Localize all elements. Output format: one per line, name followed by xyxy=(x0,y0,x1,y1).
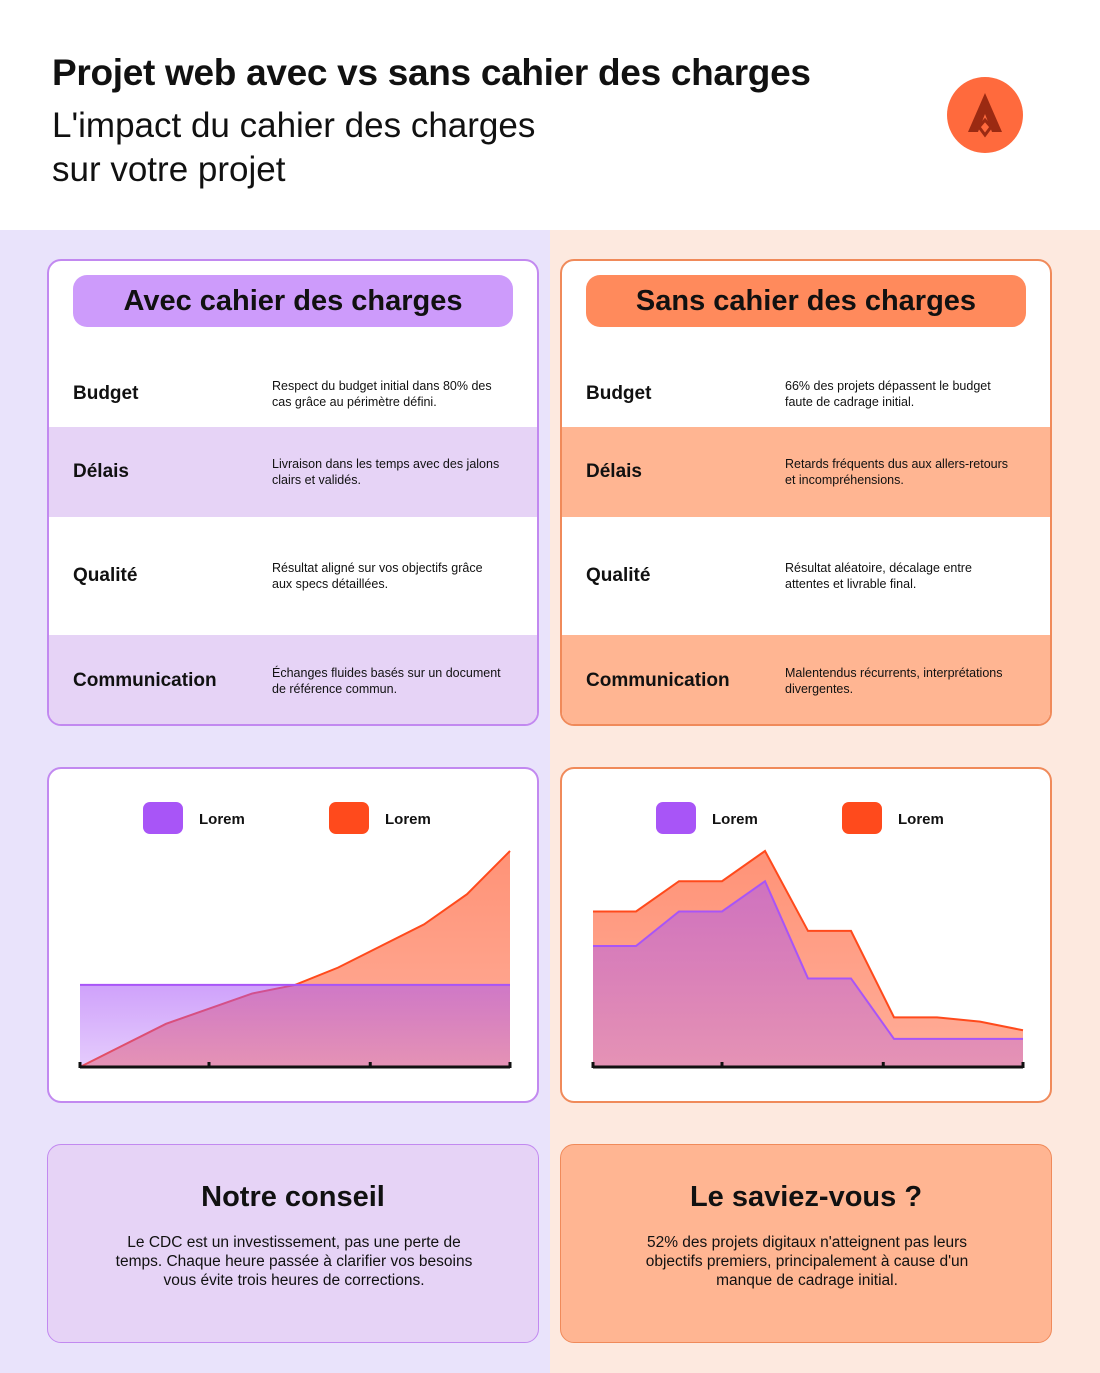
row-text: Respect du budget initial dans 80% des c… xyxy=(272,379,492,409)
page-title: Projet web avec vs sans cahier des charg… xyxy=(52,52,811,93)
without-spec-heading: Sans cahier des charges xyxy=(586,275,1026,327)
with-spec-area-chart: Lorem Lorem xyxy=(78,802,512,1069)
did-you-know-text: 52% des projets digitaux n'atteignent pa… xyxy=(645,1234,969,1289)
row-text: Résultat aléatoire, décalage entre atten… xyxy=(785,561,972,591)
legend-swatch xyxy=(656,802,696,834)
series-area-0 xyxy=(593,881,1023,1067)
row-label: Communication xyxy=(586,669,730,691)
table-row: Délais Retards fréquents dus aux allers-… xyxy=(562,427,1050,517)
row-text: Malentendus récurrents, interprétations … xyxy=(785,665,1003,696)
table-row: Budget 66% des projets dépassent le budg… xyxy=(562,361,1050,427)
did-you-know-card: Le saviez-vous ? 52% des projets digitau… xyxy=(560,1144,1052,1343)
table-row: Délais Livraison dans les temps avec des… xyxy=(49,427,537,517)
legend-swatch xyxy=(329,802,369,834)
row-text: Livraison dans les temps avec des jalons… xyxy=(272,457,500,487)
legend-label: Lorem xyxy=(199,811,245,828)
table-row: Communication Malentendus récurrents, in… xyxy=(562,635,1050,724)
with-spec-card: Avec cahier des charges Budget Respect d… xyxy=(47,259,539,726)
row-label: Délais xyxy=(73,461,129,482)
without-spec-card: Sans cahier des charges Budget 66% des p… xyxy=(560,259,1052,726)
legend-label: Lorem xyxy=(712,811,758,828)
legend-label: Lorem xyxy=(385,811,431,828)
legend-label: Lorem xyxy=(898,811,944,828)
advice-card: Notre conseil Le CDC est un investisseme… xyxy=(47,1144,539,1343)
with-spec-chart-card: Lorem Lorem xyxy=(47,767,539,1103)
without-spec-area-chart: Lorem Lorem xyxy=(591,802,1025,1069)
advice-text: Le CDC est un investissement, pas une pe… xyxy=(115,1234,473,1289)
header: Projet web avec vs sans cahier des charg… xyxy=(0,0,1100,230)
row-label: Budget xyxy=(586,383,652,404)
row-text: Résultat aligné sur vos objectifs grâce … xyxy=(272,561,483,591)
series-area-0 xyxy=(80,984,510,1067)
table-row: Communication Échanges fluides basés sur… xyxy=(49,635,537,724)
with-spec-heading: Avec cahier des charges xyxy=(73,275,513,327)
table-row: Budget Respect du budget initial dans 80… xyxy=(49,361,537,427)
row-text: Retards fréquents dus aux allers-retours… xyxy=(785,457,1009,487)
a-logo-icon xyxy=(947,77,1023,153)
without-spec-chart-card: Lorem Lorem xyxy=(560,767,1052,1103)
row-label: Délais xyxy=(586,461,642,482)
series-line-1 xyxy=(593,849,1024,1032)
legend-swatch xyxy=(842,802,882,834)
row-text: 66% des projets dépassent le budget faut… xyxy=(785,379,991,409)
row-label: Communication xyxy=(73,669,217,691)
row-label: Budget xyxy=(73,383,139,404)
table-row: Qualité Résultat aléatoire, décalage ent… xyxy=(562,517,1050,635)
advice-title: Notre conseil xyxy=(201,1181,385,1213)
table-row: Qualité Résultat aligné sur vos objectif… xyxy=(49,517,537,635)
page-subtitle: L'impact du cahier des charges sur votre… xyxy=(52,106,536,189)
did-you-know-title: Le saviez-vous ? xyxy=(689,1181,923,1213)
row-label: Qualité xyxy=(73,565,138,586)
legend-swatch xyxy=(143,802,183,834)
series-line-0 xyxy=(593,879,1023,1040)
row-label: Qualité xyxy=(586,565,651,586)
row-text: Échanges fluides basés sur un document d… xyxy=(272,665,501,696)
